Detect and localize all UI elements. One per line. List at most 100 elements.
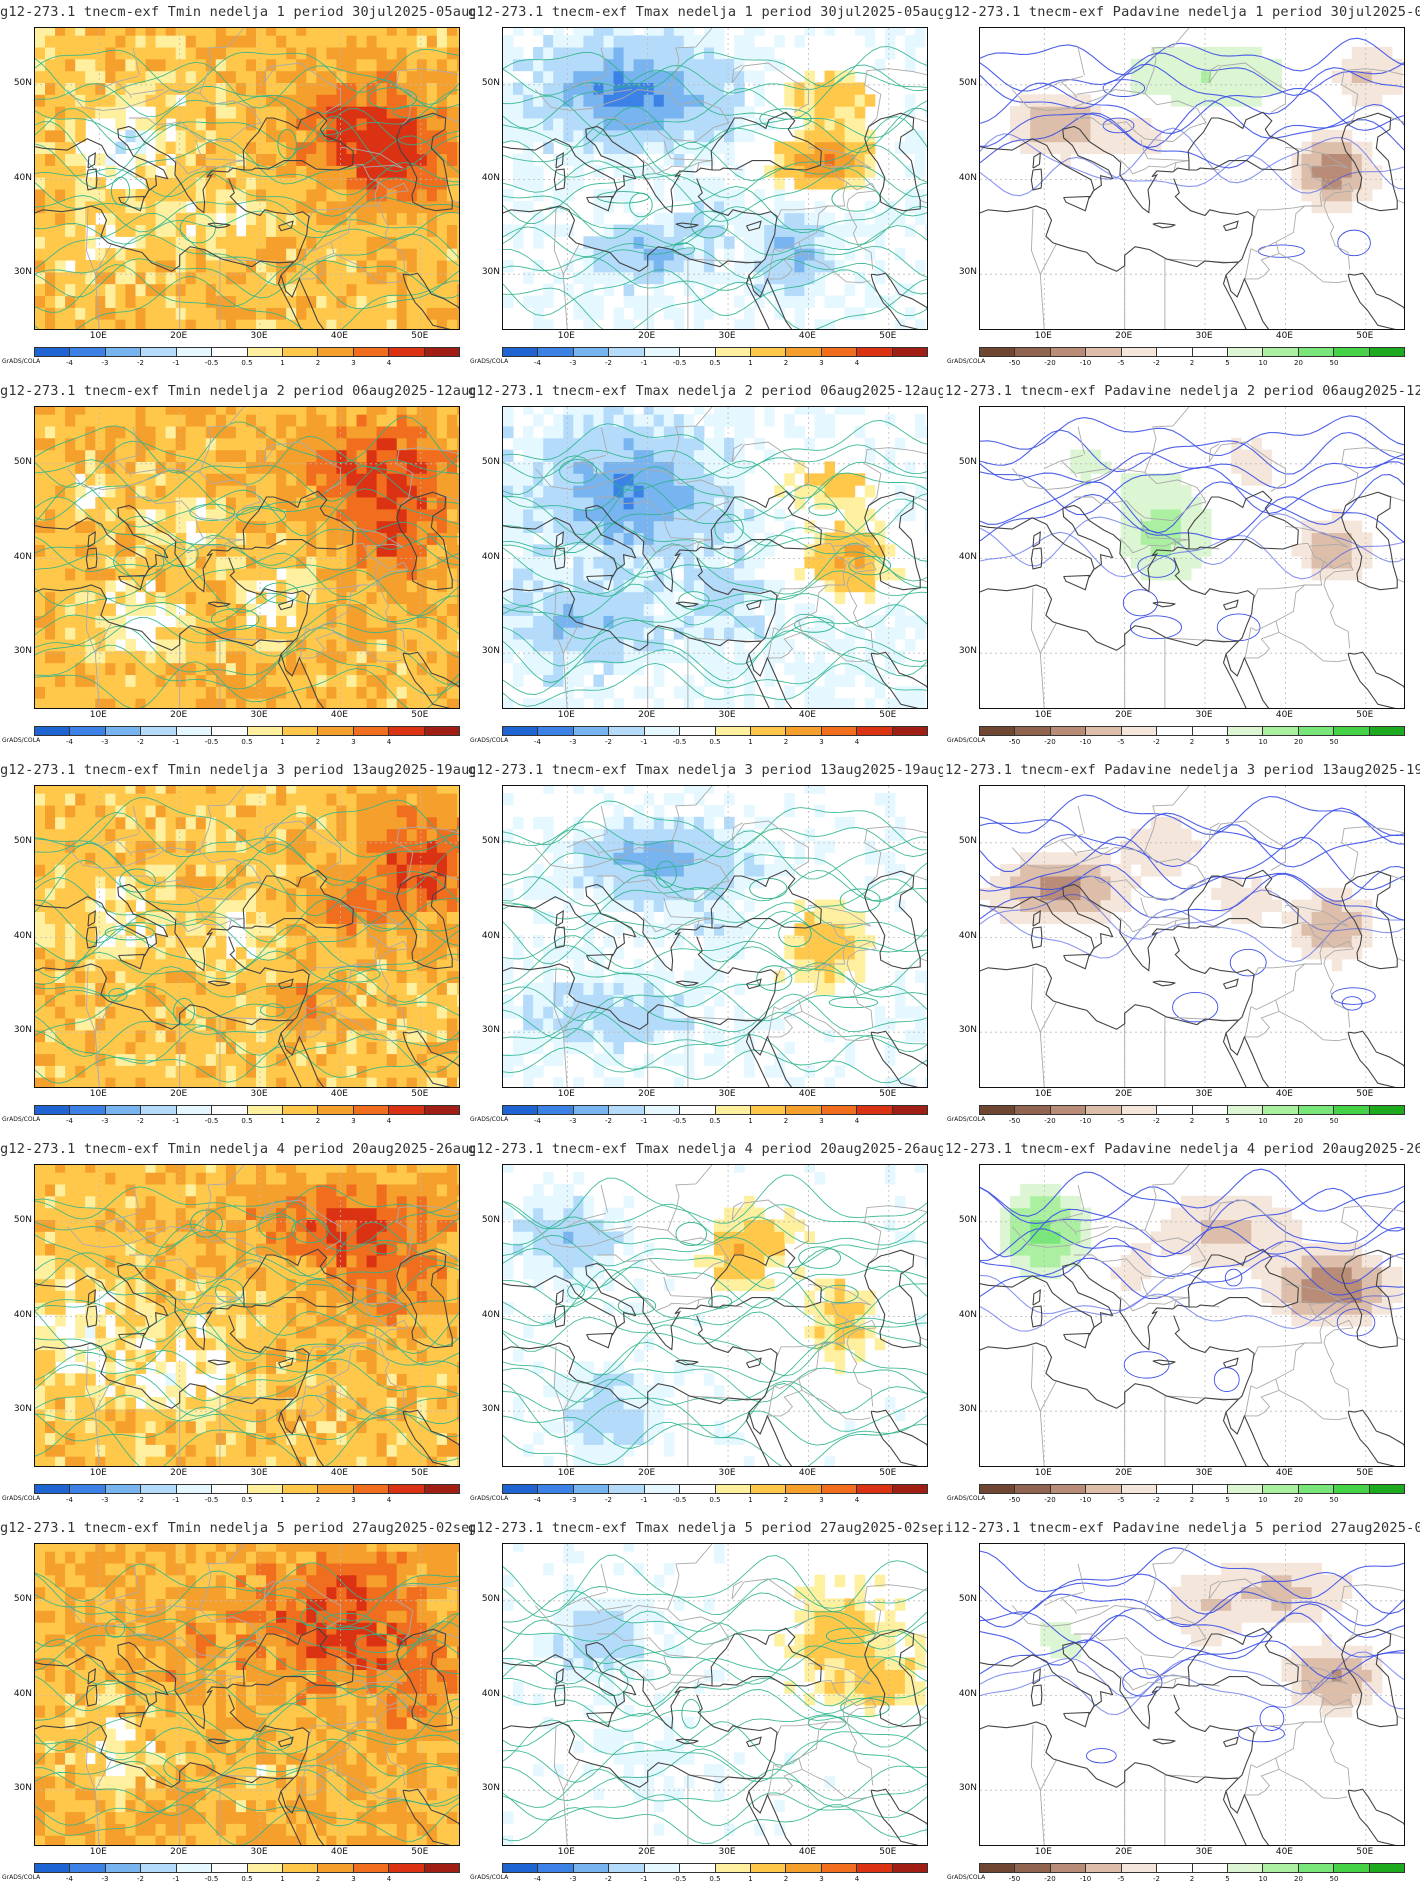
grads-credit: GrADS/COLA bbox=[947, 358, 986, 365]
longitude-label: 10E bbox=[557, 331, 575, 341]
colorbar-swatch bbox=[1086, 1864, 1122, 1872]
colorbar-swatch bbox=[1227, 1106, 1264, 1114]
colorbar-swatch bbox=[538, 727, 574, 735]
panel-title: 12-273.1 tnecm-exf Padavine nedelja 4 pe… bbox=[945, 1141, 1420, 1157]
colorbar-swatch bbox=[389, 727, 425, 735]
coastlines bbox=[980, 869, 1404, 1087]
colorbar-swatch bbox=[141, 1485, 177, 1493]
climatology-contours bbox=[980, 1547, 1404, 1764]
colorbar-swatch bbox=[353, 1106, 390, 1114]
colorbar-tick-label: -5 bbox=[1117, 1117, 1125, 1125]
colorbar-tick-label: 0.5 bbox=[241, 359, 253, 367]
graticule bbox=[35, 786, 459, 1087]
latitude-label: 30N bbox=[13, 1783, 32, 1794]
precip-colorbar bbox=[979, 347, 1405, 357]
colorbar-tick-label: -2 bbox=[605, 1496, 612, 1504]
colorbar-tick-label: -1 bbox=[640, 359, 648, 367]
climatology-contours bbox=[980, 415, 1404, 642]
anomaly-shading bbox=[503, 1165, 927, 1466]
colorbar-tick-label: -2 bbox=[137, 1496, 144, 1504]
colorbar-swatch bbox=[680, 348, 716, 356]
latitude-label: 50N bbox=[13, 456, 32, 467]
temperature-colorbar bbox=[34, 347, 460, 357]
temperature-colorbar bbox=[34, 1105, 460, 1115]
colorbar-tick-label: -2 bbox=[1153, 738, 1160, 746]
colorbar-tick-label: -20 bbox=[1044, 738, 1056, 746]
colorbar-swatch bbox=[1086, 348, 1122, 356]
latitude-label: 40N bbox=[481, 172, 500, 183]
colorbar-tick-label: -5 bbox=[1117, 359, 1125, 367]
longitude-label: 20E bbox=[638, 1089, 656, 1099]
panel-title: 12-273.1 tnecm-exf Padavine nedelja 2 pe… bbox=[945, 383, 1420, 399]
precip-colorbar bbox=[979, 726, 1405, 736]
longitude-label: 10E bbox=[1034, 1468, 1052, 1478]
latitude-label: 30N bbox=[481, 1404, 500, 1415]
colorbar-tick-label: 3 bbox=[351, 1117, 356, 1125]
colorbar-tick-label: 10 bbox=[1258, 1875, 1268, 1883]
panel-title: g12-273.1 tnecm-exf Tmin nedelja 4 perio… bbox=[0, 1141, 475, 1157]
anomaly-map bbox=[502, 785, 928, 1088]
colorbar-tick-label: -3 bbox=[101, 738, 109, 746]
colorbar-swatch bbox=[680, 1864, 716, 1872]
colorbar-swatch bbox=[1157, 1864, 1193, 1872]
colorbar-swatch bbox=[786, 1864, 822, 1872]
colorbar-swatch bbox=[538, 348, 574, 356]
colorbar-tick-label: -50 bbox=[1008, 1496, 1021, 1504]
colorbar-swatch bbox=[750, 1864, 787, 1872]
longitude-label: 40E bbox=[1275, 1089, 1293, 1099]
grads-credit: GrADS/COLA bbox=[2, 358, 41, 365]
anomaly-map bbox=[979, 27, 1405, 330]
colorbar-swatch bbox=[680, 1106, 716, 1114]
colorbar-tick-label: -4 bbox=[66, 1875, 73, 1883]
longitude-label: 40E bbox=[1275, 331, 1293, 341]
colorbar-tick-label: -4 bbox=[66, 359, 73, 367]
colorbar-tick-label: 10 bbox=[1258, 359, 1268, 367]
colorbar-tick-label: -2 bbox=[1153, 1875, 1160, 1883]
colorbar-tick-label: 2 bbox=[783, 738, 789, 746]
colorbar-swatch bbox=[609, 727, 645, 735]
colorbar-swatch bbox=[105, 348, 142, 356]
colorbar-tick-label: 2 bbox=[315, 359, 321, 367]
colorbar-swatch bbox=[786, 727, 822, 735]
longitude-label: 20E bbox=[170, 710, 188, 720]
colorbar-tick-label: 4 bbox=[386, 1875, 392, 1883]
longitude-label: 10E bbox=[1034, 1847, 1052, 1857]
colorbar-swatch bbox=[1369, 727, 1405, 735]
colorbar-swatch bbox=[1121, 348, 1158, 356]
colorbar-swatch bbox=[786, 1106, 822, 1114]
colorbar-tick-label: 5 bbox=[1225, 1496, 1230, 1504]
colorbar-swatch bbox=[1015, 1106, 1051, 1114]
colorbar-swatch bbox=[35, 348, 71, 356]
colorbar-tick-label: 1 bbox=[280, 1117, 285, 1125]
map-panel: 12-273.1 tnecm-exf Padavine nedelja 3 pe… bbox=[945, 758, 1420, 1137]
colorbar-tick-label: -0.5 bbox=[204, 359, 219, 367]
colorbar-tick-label: -3 bbox=[569, 1496, 577, 1504]
colorbar-tick-label: -10 bbox=[1079, 1496, 1092, 1504]
anomaly-map bbox=[502, 1543, 928, 1846]
colorbar-swatch bbox=[1334, 1864, 1370, 1872]
panel-title: i12-273.1 tnecm-exf Padavine nedelja 5 p… bbox=[945, 1520, 1420, 1536]
colorbar-tick-label: -50 bbox=[1008, 1875, 1021, 1883]
colorbar-swatch bbox=[212, 1485, 248, 1493]
colorbar-tick-label: 4 bbox=[854, 1875, 860, 1883]
precip-colorbar bbox=[979, 1484, 1405, 1494]
graticule bbox=[35, 28, 459, 329]
colorbar-swatch bbox=[1227, 1485, 1264, 1493]
coastlines bbox=[503, 869, 927, 1087]
longitude-label: 40E bbox=[1275, 710, 1293, 720]
longitude-label: 40E bbox=[330, 710, 348, 720]
colorbar-tick-label: 2 bbox=[783, 359, 789, 367]
grads-credit: GrADS/COLA bbox=[947, 1116, 986, 1123]
map-panel: g12-273.1 tnecm-exf Tmin nedelja 3 perio… bbox=[0, 758, 475, 1137]
colorbar-swatch bbox=[1334, 1485, 1370, 1493]
colorbar-swatch bbox=[1334, 727, 1370, 735]
colorbar-tick-label: 4 bbox=[854, 359, 860, 367]
colorbar-tick-label: 5 bbox=[1225, 1117, 1230, 1125]
colorbar-tick-label: 50 bbox=[1329, 738, 1339, 746]
temperature-colorbar bbox=[502, 347, 928, 357]
colorbar-swatch bbox=[503, 1864, 539, 1872]
latitude-label: 30N bbox=[13, 646, 32, 657]
colorbar-tick-label: -4 bbox=[66, 1117, 73, 1125]
graticule bbox=[980, 786, 1404, 1087]
climatology-contours bbox=[503, 420, 927, 707]
